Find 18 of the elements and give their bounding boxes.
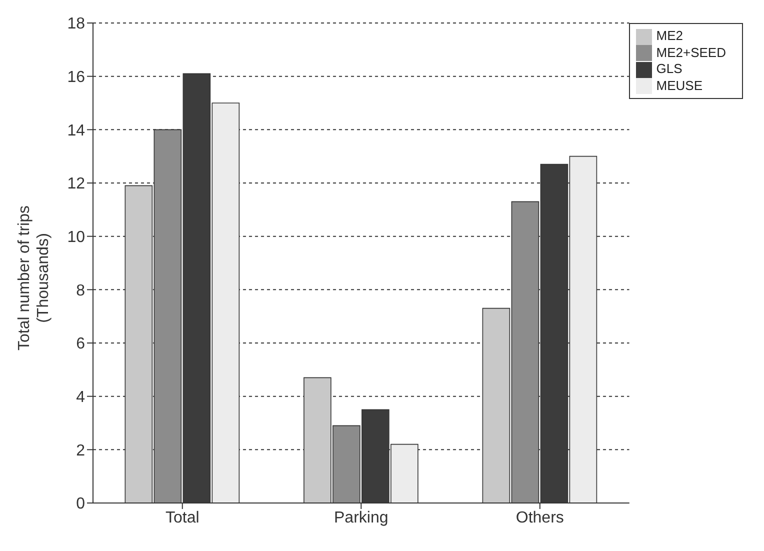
y-tick-label: 16	[67, 69, 86, 86]
y-tick-label: 4	[76, 389, 86, 406]
y-tick-label: 0	[76, 496, 86, 513]
y-tick-label: 12	[67, 176, 86, 193]
legend-label: ME2	[656, 28, 683, 43]
x-tick-label: Total	[165, 509, 200, 526]
x-tick-label: Others	[516, 509, 564, 526]
y-tick-label: 2	[76, 442, 86, 460]
legend-label: MEUSE	[656, 78, 702, 93]
legend-label: GLS	[656, 61, 682, 76]
y-tick-label: 14	[67, 122, 86, 140]
y-tick-label: 10	[67, 229, 86, 246]
y-tick-label: 6	[76, 336, 86, 353]
x-tick-label: Parking	[334, 509, 388, 526]
y-tick-label: 18	[67, 16, 86, 33]
legend-label: ME2+SEED	[656, 44, 726, 60]
y-axis-title: Total number of trips (Thousands)	[16, 206, 52, 350]
y-tick-label: 8	[76, 282, 86, 300]
